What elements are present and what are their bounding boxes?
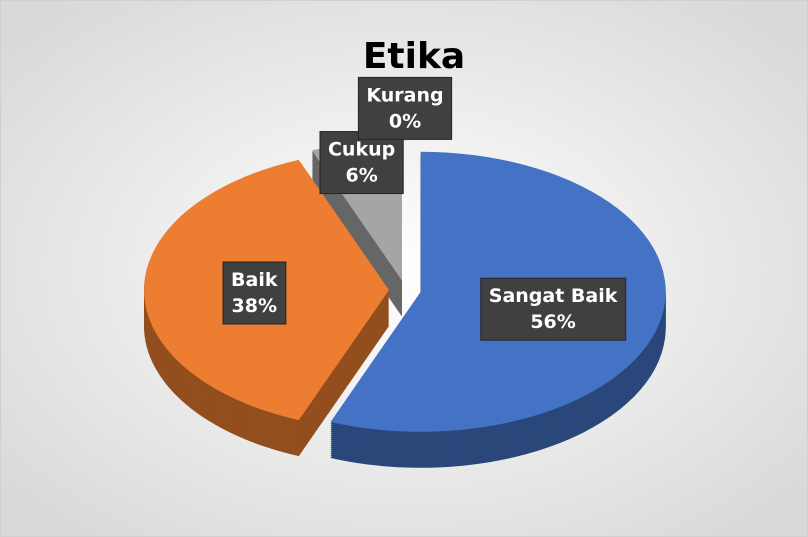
label-value: 6% <box>345 165 377 187</box>
label-value: 56% <box>530 311 575 333</box>
label-box <box>319 131 404 195</box>
label-category: Baik <box>231 269 278 291</box>
label-value: 0% <box>389 110 421 132</box>
label-category: Cukup <box>328 139 395 161</box>
label-value: 38% <box>232 295 277 317</box>
label-box <box>357 76 453 140</box>
label-box <box>222 261 287 325</box>
data-label: Sangat Baik 56% <box>480 277 627 341</box>
data-label: Kurang 0% <box>357 76 453 140</box>
data-label: Cukup 6% <box>319 131 404 195</box>
label-box <box>480 277 627 341</box>
data-label: Baik 38% <box>222 261 287 325</box>
label-category: Sangat Baik <box>489 285 618 307</box>
data-labels: Sangat Baik 56% Baik 38% Cukup 6% Kurang 0% <box>222 76 627 341</box>
label-category: Kurang <box>366 84 443 106</box>
chart-title: Etika <box>363 36 465 77</box>
